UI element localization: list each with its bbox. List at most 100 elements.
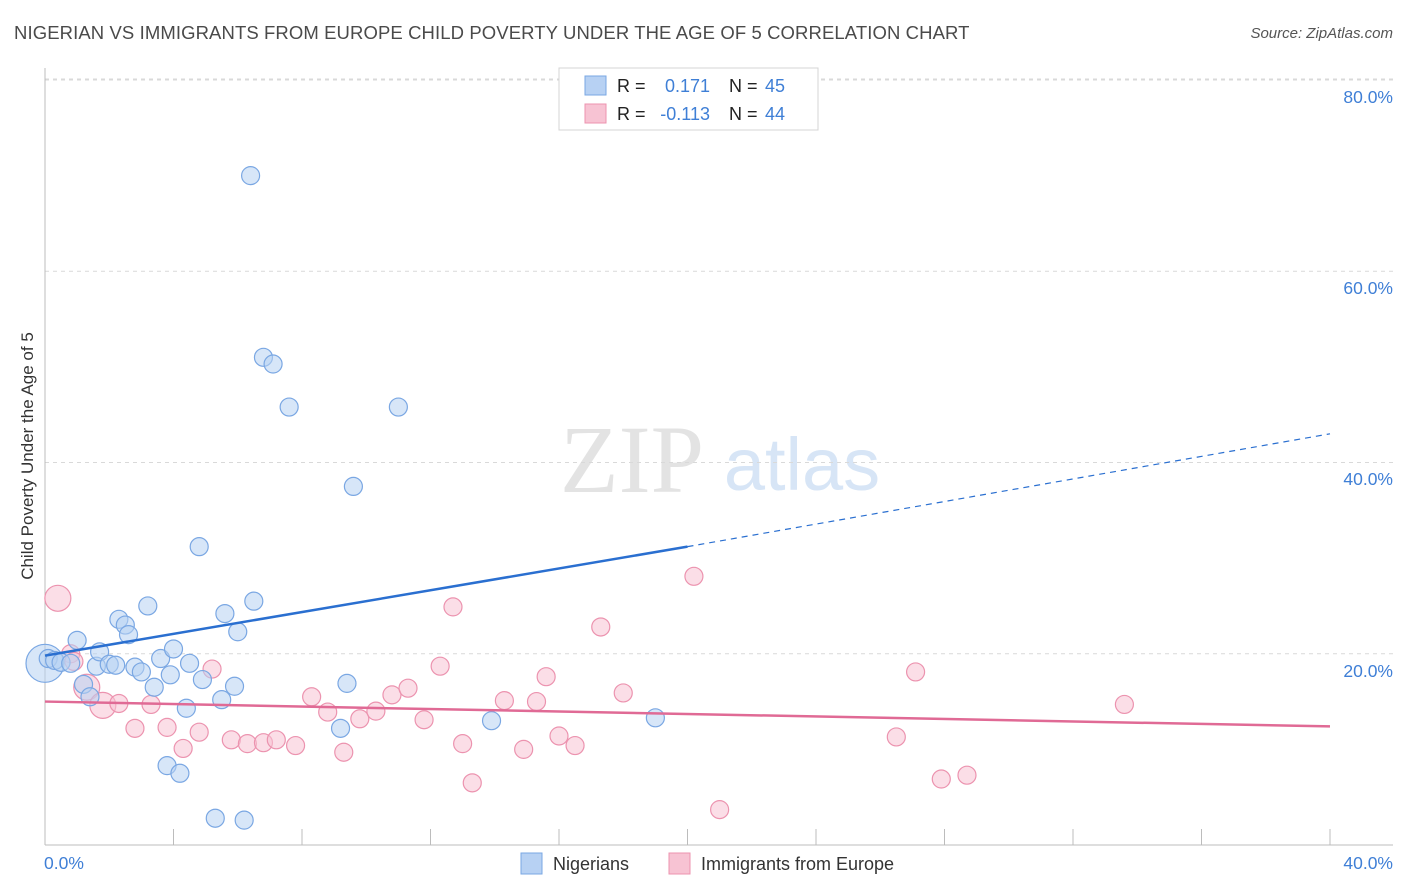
nigerians-point-37 [263, 354, 283, 374]
europe-point-8 [157, 717, 177, 737]
nigerians-point-35 [244, 591, 264, 611]
nigerians-point-27 [192, 669, 213, 690]
nigerians-point-41 [343, 476, 363, 497]
legend-series: Nigerians Immigrants from Europe [520, 852, 894, 875]
nigerians-point-11 [106, 655, 126, 675]
watermark-zip: ZIP [560, 406, 704, 513]
nigerians-trend-extension [687, 433, 1331, 548]
europe-point-26 [443, 597, 463, 617]
nigerians-trend-line [44, 545, 688, 657]
nigerians-point-16 [131, 662, 151, 682]
legend-n-label-1: N = [729, 76, 758, 96]
europe-point-38 [710, 800, 730, 820]
source-note: Source: ZipAtlas.com [1250, 25, 1393, 42]
europe-point-28 [462, 773, 482, 793]
nigerians-point-28 [205, 808, 225, 828]
europe-point-0 [44, 584, 72, 612]
europe-point-20 [350, 709, 370, 729]
europe-point-9 [173, 738, 193, 759]
nigerians-point-38 [279, 397, 299, 417]
nigerians-point-39 [330, 718, 351, 738]
europe-point-17 [302, 687, 322, 707]
europe-point-19 [334, 742, 354, 762]
series-immigrants-from-europe [44, 566, 1135, 820]
europe-point-22 [382, 685, 402, 705]
legend-correlation: R = 0.171 N = 45 R = -0.113 N = 44 [558, 67, 819, 131]
europe-point-30 [514, 739, 534, 759]
nigerians-point-32 [224, 676, 245, 696]
nigerians-point-18 [144, 677, 164, 697]
trend-lines [44, 433, 1331, 728]
nigerians-point-23 [170, 763, 190, 783]
europe-point-36 [613, 683, 633, 703]
europe-point-32 [536, 667, 556, 687]
legend-n-value-2: 44 [765, 104, 785, 124]
y-tick-label-80: 80.0% [1343, 87, 1393, 107]
nigerians-point-33 [234, 810, 254, 830]
nigerians-point-40 [337, 673, 357, 693]
nigerians-point-25 [179, 653, 200, 673]
europe-point-37 [684, 566, 704, 586]
europe-point-42 [957, 765, 977, 785]
y-axis-label: Child Poverty Under the Age of 5 [18, 332, 37, 580]
y-tick-label-20: 20.0% [1343, 661, 1393, 681]
series-nigerians [25, 166, 665, 830]
legend-bottom-label-europe: Immigrants from Europe [701, 854, 894, 874]
europe-point-39 [886, 727, 906, 747]
y-tick-label-60: 60.0% [1343, 278, 1393, 298]
nigerians-point-21 [160, 665, 180, 685]
europe-trend-line [44, 700, 1331, 728]
nigerians-point-30 [215, 603, 235, 624]
europe-point-16 [285, 735, 306, 756]
nigerians-point-43 [481, 711, 502, 731]
legend-r-value-2: -0.113 [660, 104, 710, 124]
europe-point-31 [526, 691, 547, 712]
nigerians-point-4 [61, 653, 81, 673]
nigerians-point-26 [189, 537, 209, 557]
europe-point-29 [494, 691, 514, 711]
legend-swatch-pink [584, 103, 607, 124]
legend-n-label-2: N = [729, 104, 758, 124]
nigerians-point-5 [67, 630, 87, 650]
legend-r-value-1: 0.171 [665, 76, 710, 96]
legend-swatch-blue [584, 75, 607, 96]
europe-point-27 [453, 734, 473, 754]
x-tick-label-min: 0.0% [44, 853, 84, 873]
nigerians-point-34 [241, 166, 261, 186]
legend-bottom-swatch-blue [520, 852, 543, 875]
legend-bottom-label-nigerians: Nigerians [553, 854, 629, 874]
europe-point-24 [414, 710, 434, 730]
x-axis-ticks [44, 829, 1331, 845]
nigerians-point-14 [118, 625, 139, 645]
nigerians-point-42 [388, 397, 408, 417]
europe-point-25 [430, 656, 450, 676]
legend-n-value-1: 45 [765, 76, 785, 96]
europe-point-43 [1114, 694, 1135, 715]
nigerians-point-22 [163, 639, 184, 659]
nigerians-point-19 [151, 648, 171, 669]
europe-point-10 [189, 722, 209, 742]
nigerians-point-24 [176, 698, 196, 718]
europe-point-12 [221, 730, 241, 750]
europe-point-15 [266, 730, 286, 750]
europe-point-23 [398, 678, 418, 698]
watermark-atlas: atlas [724, 423, 880, 506]
x-tick-label-max: 40.0% [1343, 853, 1393, 873]
europe-point-21 [366, 701, 386, 721]
legend-r-label-2: R = [617, 104, 646, 124]
y-tick-label-40: 40.0% [1343, 469, 1393, 489]
europe-point-35 [591, 617, 611, 637]
europe-point-33 [549, 726, 569, 746]
legend-r-label-1: R = [617, 76, 646, 96]
europe-point-41 [931, 769, 951, 789]
europe-point-13 [237, 734, 257, 754]
chart-title: NIGERIAN VS IMMIGRANTS FROM EUROPE CHILD… [14, 22, 970, 43]
nigerians-point-44 [645, 708, 665, 728]
grid-lines [45, 78, 1393, 655]
europe-point-6 [125, 718, 145, 738]
nigerians-point-17 [138, 596, 158, 616]
legend-bottom-swatch-pink [668, 852, 691, 875]
europe-point-34 [565, 735, 585, 756]
nigerians-point-31 [228, 622, 248, 642]
